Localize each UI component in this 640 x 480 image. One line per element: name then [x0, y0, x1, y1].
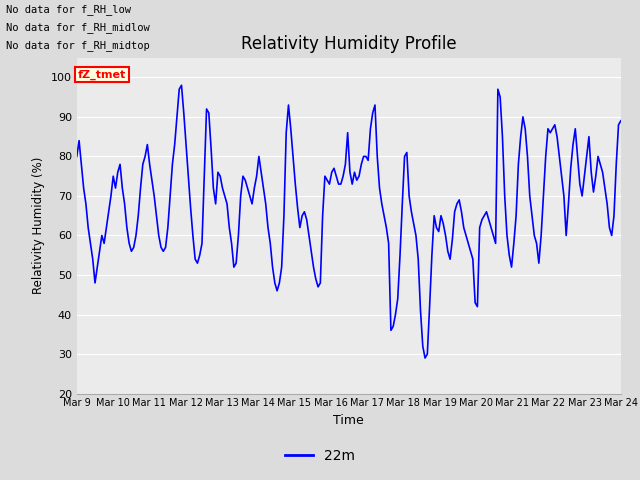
- Text: fZ_tmet: fZ_tmet: [77, 70, 126, 80]
- Text: No data for f_RH_midtop: No data for f_RH_midtop: [6, 40, 150, 51]
- Y-axis label: Relativity Humidity (%): Relativity Humidity (%): [33, 157, 45, 294]
- Title: Relativity Humidity Profile: Relativity Humidity Profile: [241, 35, 456, 53]
- Text: No data for f_RH_low: No data for f_RH_low: [6, 4, 131, 15]
- Legend: 22m: 22m: [280, 443, 360, 468]
- X-axis label: Time: Time: [333, 414, 364, 427]
- Text: No data for f_RH_midlow: No data for f_RH_midlow: [6, 22, 150, 33]
